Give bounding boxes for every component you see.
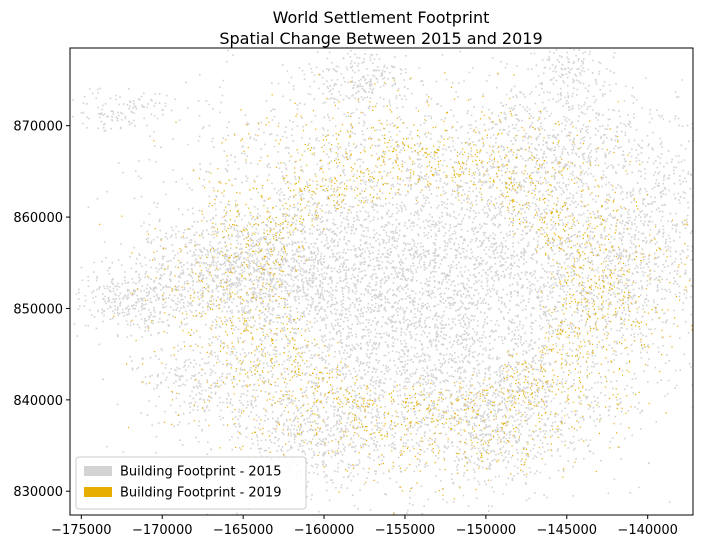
y-tick-label: 850000 xyxy=(13,302,63,317)
legend-swatch xyxy=(84,487,112,497)
y-tick-label: 830000 xyxy=(13,485,63,500)
x-tick-label: −170000 xyxy=(132,523,193,538)
legend-box xyxy=(75,456,307,510)
y-tick-label: 860000 xyxy=(13,211,63,226)
x-tick-label: −155000 xyxy=(375,523,436,538)
legend-swatch xyxy=(84,466,112,476)
x-tick-label: −165000 xyxy=(213,523,274,538)
plot-frame xyxy=(69,47,694,516)
x-tick-label: −145000 xyxy=(537,523,598,538)
chart-subtitle: Spatial Change Between 2015 and 2019 xyxy=(219,29,542,48)
legend-label: Building Footprint - 2019 xyxy=(120,486,281,501)
footprint-layer xyxy=(71,48,693,515)
y-tick-label: 840000 xyxy=(13,394,63,409)
chart-title: World Settlement Footprint xyxy=(273,8,490,27)
x-tick-label: −175000 xyxy=(51,523,112,538)
x-tick-label: −140000 xyxy=(617,523,678,538)
legend-label: Building Footprint - 2015 xyxy=(120,465,281,480)
y-tick-label: 870000 xyxy=(13,120,63,135)
x-tick-label: −150000 xyxy=(456,523,517,538)
x-tick-label: −160000 xyxy=(294,523,355,538)
footprint-2019 xyxy=(99,72,693,515)
footprint-2015 xyxy=(71,48,693,515)
